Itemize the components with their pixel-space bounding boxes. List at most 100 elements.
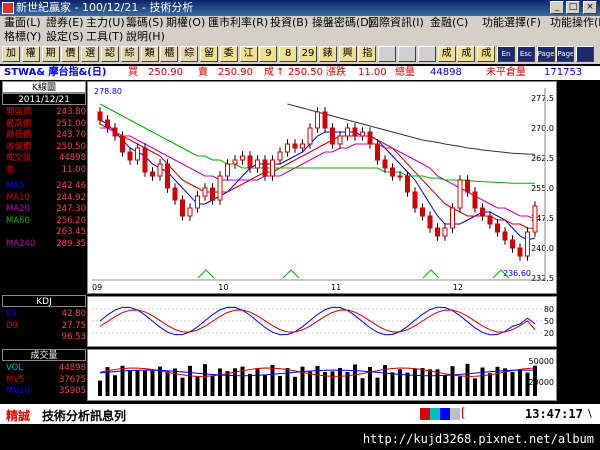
volume-bar bbox=[128, 370, 132, 396]
candle-body bbox=[382, 159, 388, 169]
toolbar-button[interactable]: 8 bbox=[279, 46, 298, 62]
indicator-value: 27.75 bbox=[61, 320, 86, 331]
toolbar-button[interactable]: 成 bbox=[457, 46, 476, 62]
price-low-label: 236.60 bbox=[503, 269, 531, 278]
candle-body bbox=[180, 199, 185, 217]
candle-body bbox=[270, 159, 275, 177]
volume-bar bbox=[525, 372, 530, 396]
volume-bar bbox=[383, 365, 387, 396]
kdj-y-tick: 20 bbox=[544, 329, 554, 338]
volume-bar bbox=[270, 365, 275, 396]
quote-volume-label: 總量 bbox=[395, 67, 415, 78]
volume-bar bbox=[165, 371, 170, 396]
candle-body bbox=[390, 167, 395, 177]
toolbar-button[interactable]: 價 bbox=[61, 46, 80, 62]
toolbar-button[interactable] bbox=[576, 46, 595, 62]
volume-bar bbox=[218, 368, 222, 396]
toolbar-button[interactable]: Esc bbox=[516, 46, 535, 62]
toolbar-button[interactable]: 加 bbox=[2, 46, 20, 62]
menu-item[interactable]: 設定(S) bbox=[46, 30, 84, 43]
indicator-value: 11.00 bbox=[61, 164, 86, 175]
candle-body bbox=[112, 127, 118, 137]
toolbar-button[interactable]: 留 bbox=[200, 46, 218, 62]
menu-item[interactable]: 功能選擇(F) bbox=[482, 16, 541, 29]
toolbar-button[interactable]: 綜 bbox=[120, 46, 139, 62]
volume-bar bbox=[173, 368, 177, 396]
volume-bar bbox=[413, 368, 417, 396]
toolbar-button[interactable]: 期 bbox=[41, 46, 60, 62]
toolbar-button[interactable] bbox=[398, 46, 416, 62]
menu-item[interactable]: 國際資訊(I) bbox=[368, 16, 424, 29]
menu-item[interactable]: 功能操作(F) bbox=[550, 16, 600, 29]
volume-bar bbox=[518, 369, 522, 396]
candle-body bbox=[285, 143, 290, 153]
toolbar-button[interactable]: En bbox=[497, 46, 515, 62]
menu-item[interactable]: 格標(Y) bbox=[4, 30, 42, 43]
candle-body bbox=[247, 155, 253, 169]
status-color-blocks bbox=[420, 408, 460, 420]
volume-bar bbox=[315, 366, 320, 396]
toolbar-button[interactable]: 9 bbox=[259, 46, 278, 62]
menu-item[interactable]: 金融(C) bbox=[430, 16, 469, 29]
toolbar-button[interactable]: 委 bbox=[219, 46, 238, 62]
indicator-label: D9 bbox=[6, 320, 18, 331]
price-chart[interactable]: 277.5 270.0 262.5 255.0 247.5 240.0 232.5 09 10 1… bbox=[87, 81, 557, 294]
candle-body bbox=[255, 159, 260, 169]
volume-bar bbox=[135, 370, 140, 396]
close-button[interactable]: × bbox=[583, 1, 597, 14]
menu-item[interactable]: 說明(H) bbox=[126, 30, 165, 43]
toolbar-button[interactable]: 興 bbox=[338, 46, 357, 62]
candle-body bbox=[472, 191, 478, 209]
kdj-chart[interactable]: 80 50 20 bbox=[87, 296, 557, 347]
volume-bar bbox=[113, 375, 117, 396]
menu-item[interactable]: 投資(B) bbox=[270, 16, 309, 29]
toolbar-button[interactable]: 綜 bbox=[180, 46, 199, 62]
menu-item[interactable]: 期權(O) bbox=[166, 16, 206, 29]
marker-triangle bbox=[282, 269, 300, 279]
candle-body bbox=[157, 163, 163, 177]
menu-item[interactable]: 主力(U) bbox=[86, 16, 125, 29]
menu-item[interactable]: 工具(T) bbox=[86, 30, 124, 43]
menu-item[interactable]: 操盤密碼(D) bbox=[312, 16, 374, 29]
toolbar-button[interactable]: 認 bbox=[101, 46, 119, 62]
candle-body bbox=[195, 195, 200, 209]
toolbar-button[interactable] bbox=[417, 46, 436, 62]
indicator-label: MV10 bbox=[6, 386, 30, 396]
volume-bar bbox=[285, 368, 290, 396]
minimize-button[interactable]: _ bbox=[550, 1, 564, 14]
candle-body bbox=[345, 127, 350, 137]
maximize-button[interactable]: □ bbox=[566, 1, 580, 14]
indicator-value: 263.45 bbox=[56, 227, 86, 237]
toolbar-button[interactable]: 選 bbox=[81, 46, 100, 62]
toolbar-button[interactable]: 錶 bbox=[318, 46, 337, 62]
toolbar-button[interactable]: Page bbox=[536, 46, 555, 62]
volume-bar bbox=[248, 373, 252, 396]
volume-bar bbox=[503, 368, 507, 396]
candle-body bbox=[412, 191, 418, 209]
menu-item[interactable]: 籌碼(S) bbox=[126, 16, 164, 29]
volume-bar bbox=[405, 372, 410, 396]
candle-body bbox=[330, 127, 335, 145]
menu-item[interactable]: 畫面(L) bbox=[4, 16, 41, 29]
toolbar-button[interactable]: 指 bbox=[358, 46, 377, 62]
toolbar-button[interactable]: 權 bbox=[21, 46, 40, 62]
toolbar-button[interactable]: 29 bbox=[299, 46, 317, 62]
toolbar-button[interactable]: 成 bbox=[437, 46, 456, 62]
toolbar-button[interactable]: 類 bbox=[140, 46, 159, 62]
candle-body bbox=[525, 231, 530, 257]
candle-body bbox=[352, 127, 358, 137]
toolbar-button[interactable]: 江 bbox=[239, 46, 258, 62]
toolbar-button[interactable]: Page bbox=[556, 46, 575, 62]
candle-body bbox=[495, 223, 500, 233]
volume-chart[interactable]: 50000 20000 bbox=[87, 349, 557, 401]
toolbar-button[interactable]: 成 bbox=[477, 46, 496, 62]
indicator-label: 開盤價 bbox=[6, 107, 32, 117]
menu-item[interactable]: 證券(E) bbox=[46, 16, 84, 29]
toolbar-button[interactable]: 櫃 bbox=[160, 46, 179, 62]
toolbar-button[interactable] bbox=[378, 46, 397, 62]
menu-item[interactable]: 匯市利率(R) bbox=[208, 16, 269, 29]
kdj-d-line bbox=[99, 309, 536, 333]
price-y-tick: 232.5 bbox=[531, 274, 554, 283]
volume-chart-svg: 50000 20000 bbox=[98, 357, 554, 396]
indicator-value: 251.00 bbox=[56, 118, 86, 129]
